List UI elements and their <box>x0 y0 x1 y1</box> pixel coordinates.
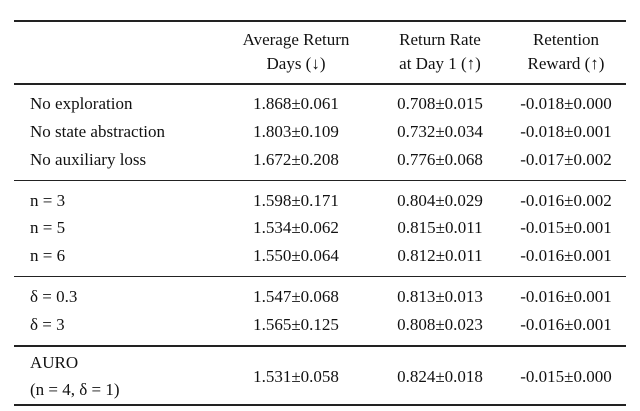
table-cell: -0.016±0.001 <box>520 287 612 306</box>
column-header-line1: Retention <box>532 30 600 49</box>
table-rule <box>14 276 626 277</box>
table-cell: -0.015±0.000 <box>520 367 612 386</box>
table-cell: 0.813±0.013 <box>397 287 483 306</box>
table-cell: 0.776±0.068 <box>397 150 483 169</box>
table-cell: 0.824±0.018 <box>397 367 483 386</box>
table-cell: 0.812±0.011 <box>397 246 483 265</box>
table-cell: 1.868±0.061 <box>253 94 339 113</box>
table-cell: 1.672±0.208 <box>253 150 339 169</box>
column-header-line2: Reward (↑) <box>527 54 605 73</box>
column-header-line2: at Day 1 (↑) <box>399 54 481 73</box>
table-rule <box>14 20 626 22</box>
table-cell: 0.708±0.015 <box>397 94 483 113</box>
table-cell: 0.804±0.029 <box>397 191 483 210</box>
table-cell: -0.016±0.002 <box>520 191 612 210</box>
table-cell: -0.015±0.001 <box>520 218 612 237</box>
table-cell: -0.017±0.002 <box>520 150 612 169</box>
row-label: No exploration <box>30 94 133 113</box>
table-cell: 1.598±0.171 <box>253 191 339 210</box>
table-cell: -0.018±0.001 <box>520 122 612 141</box>
row-label-params: (n = 4, δ = 1) <box>30 380 120 399</box>
table-cell: 1.565±0.125 <box>253 315 339 334</box>
table-cell: 0.732±0.034 <box>397 122 483 141</box>
table-rule <box>14 83 626 85</box>
table-cell: -0.016±0.001 <box>520 315 612 334</box>
table-rule <box>14 180 626 181</box>
table-rule <box>14 345 626 347</box>
table-cell: 1.550±0.064 <box>253 246 339 265</box>
table-cell: 0.815±0.011 <box>397 218 483 237</box>
row-label: δ = 0.3 <box>30 287 78 306</box>
table-cell: 1.803±0.109 <box>253 122 339 141</box>
row-label: n = 3 <box>30 191 66 210</box>
column-header-line1: Return Rate <box>399 30 481 49</box>
row-label: n = 5 <box>30 218 66 237</box>
row-label: No auxiliary loss <box>30 150 147 169</box>
row-label: δ = 3 <box>30 315 65 334</box>
row-label: No state abstraction <box>30 122 166 141</box>
table-rule <box>14 404 626 406</box>
table-cell: 0.808±0.023 <box>397 315 483 334</box>
table-cell: 1.547±0.068 <box>253 287 339 306</box>
table-cell: 1.534±0.062 <box>253 218 339 237</box>
row-label: AURO <box>30 353 79 372</box>
table-cell: -0.018±0.000 <box>520 94 612 113</box>
column-header-line1: Average Return <box>242 30 350 49</box>
table-cell: -0.016±0.001 <box>520 246 612 265</box>
column-header-line2: Days (↓) <box>266 54 326 73</box>
row-label: n = 6 <box>30 246 66 265</box>
table-cell: 1.531±0.058 <box>253 367 339 386</box>
